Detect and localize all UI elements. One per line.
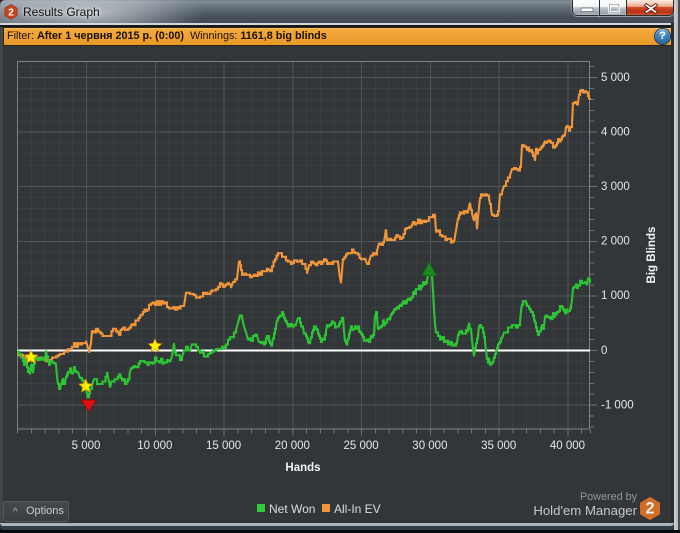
svg-text:30 000: 30 000 <box>412 440 447 452</box>
svg-text:40 000: 40 000 <box>550 440 585 452</box>
svg-text:Net Won: Net Won <box>269 502 315 516</box>
svg-text:2: 2 <box>8 7 14 18</box>
svg-text:0: 0 <box>601 345 607 357</box>
svg-text:All-In EV: All-In EV <box>334 502 381 516</box>
svg-text:5 000: 5 000 <box>72 440 101 452</box>
svg-text:2: 2 <box>645 500 654 518</box>
svg-text:35 000: 35 000 <box>481 440 516 452</box>
svg-text:Powered by: Powered by <box>580 491 638 503</box>
svg-text:10 000: 10 000 <box>137 440 172 452</box>
svg-text:-1 000: -1 000 <box>601 399 634 411</box>
svg-text:4 000: 4 000 <box>601 126 630 138</box>
svg-text:20 000: 20 000 <box>275 440 310 452</box>
svg-text:15 000: 15 000 <box>206 440 241 452</box>
svg-text:Hold'em Manager: Hold'em Manager <box>533 503 637 518</box>
svg-text:Big Blinds: Big Blinds <box>646 227 658 284</box>
svg-text:3 000: 3 000 <box>601 181 630 193</box>
svg-text:1 000: 1 000 <box>601 290 630 302</box>
svg-text:5 000: 5 000 <box>601 72 630 84</box>
svg-text:2 000: 2 000 <box>601 236 630 248</box>
svg-text:25 000: 25 000 <box>344 440 379 452</box>
svg-text:Hands: Hands <box>285 462 320 474</box>
